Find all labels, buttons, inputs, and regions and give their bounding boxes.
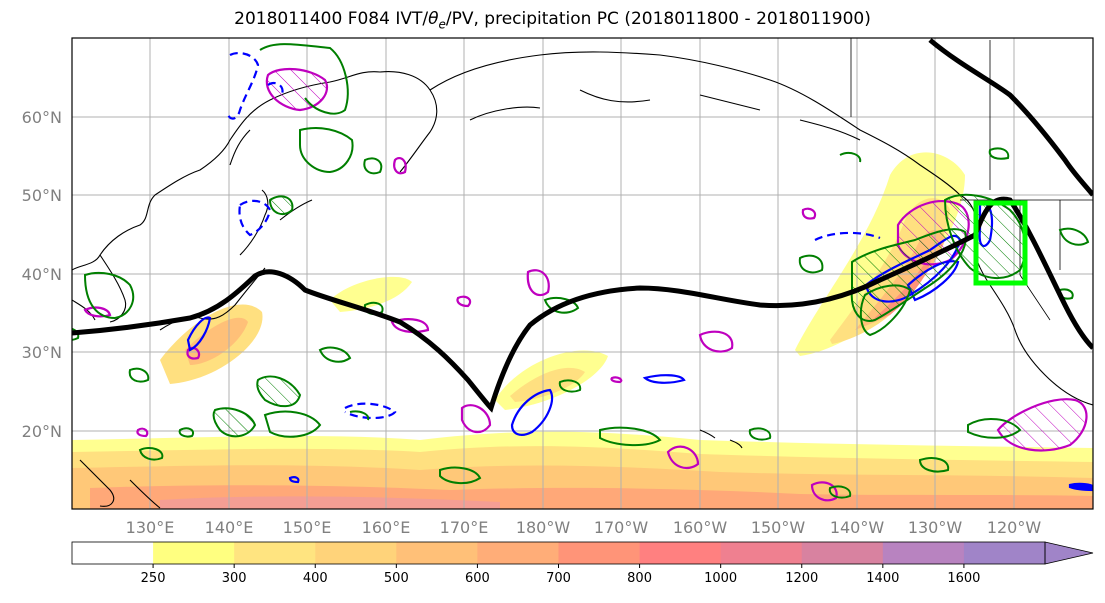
map-frame xyxy=(71,37,1094,510)
lon-label: 160°E xyxy=(362,518,411,537)
lat-label: 30°N xyxy=(22,343,62,362)
lat-labels: 60°N 50°N 40°N 30°N 20°N xyxy=(22,108,62,441)
lon-label: 180°W xyxy=(516,518,571,537)
colorbar-swatch xyxy=(477,542,559,564)
lon-label: 130°E xyxy=(126,518,175,537)
colorbar-tick-label: 300 xyxy=(222,571,247,586)
colorbar-tick-label: 1000 xyxy=(704,571,737,586)
colorbar-extend-arrow xyxy=(1044,541,1094,565)
colorbar-swatch xyxy=(315,542,397,564)
colorbar-swatch xyxy=(72,542,154,564)
colorbar-tick-label: 400 xyxy=(303,571,328,586)
jet-contour-north xyxy=(928,38,1093,197)
lon-label: 160°W xyxy=(673,518,728,537)
colorbar-swatch xyxy=(396,542,478,564)
jet-contour xyxy=(72,196,1093,413)
lon-label: 120°W xyxy=(987,518,1042,537)
colorbar-tick-label: 700 xyxy=(546,571,571,586)
colorbar-swatch xyxy=(720,542,803,564)
lat-label: 20°N xyxy=(22,422,62,441)
colorbar-tick-label: 600 xyxy=(465,571,490,586)
lon-label: 150°E xyxy=(283,518,332,537)
colorbar-swatch xyxy=(963,542,1046,564)
colorbar: 250 300 400 500 600 700 800 1000 1200 1400 1600 xyxy=(71,541,1094,586)
colorbar-tick-label: 800 xyxy=(627,571,652,586)
colorbar-swatch xyxy=(639,542,722,564)
colorbar-tick-label: 500 xyxy=(384,571,409,586)
colorbar-swatches xyxy=(72,542,1046,564)
lon-label: 170°W xyxy=(594,518,649,537)
colorbar-swatch xyxy=(234,542,316,564)
lon-label: 170°E xyxy=(440,518,489,537)
map-title: 2018011400 F084 IVT/θe/PV, precipitation… xyxy=(234,9,871,32)
colorbar-tick-label: 250 xyxy=(141,571,166,586)
colorbar-ticks: 250 300 400 500 600 700 800 1000 1200 1400 1600 xyxy=(141,564,980,586)
lon-label: 150°W xyxy=(751,518,806,537)
lat-label: 60°N xyxy=(22,108,62,127)
colorbar-tick-label: 1400 xyxy=(866,571,899,586)
lat-label: 50°N xyxy=(22,186,62,205)
highlight-box xyxy=(973,200,1028,286)
pv-contours xyxy=(72,43,1090,499)
colorbar-tick-label: 1200 xyxy=(785,571,818,586)
gridlines xyxy=(72,38,1093,509)
colorbar-swatch xyxy=(882,542,965,564)
coastlines xyxy=(72,51,1093,509)
lon-label: 130°W xyxy=(908,518,963,537)
colorbar-swatch xyxy=(801,542,884,564)
colorbar-swatch xyxy=(153,542,235,564)
lon-label: 140°W xyxy=(830,518,885,537)
lon-label: 140°E xyxy=(205,518,254,537)
colorbar-tick-label: 1600 xyxy=(947,571,980,586)
lon-labels: 130°E 140°E 150°E 160°E 170°E 180°W 170°… xyxy=(126,518,1042,537)
lat-label: 40°N xyxy=(22,265,62,284)
colorbar-swatch xyxy=(558,542,641,564)
map-panel xyxy=(71,37,1094,510)
